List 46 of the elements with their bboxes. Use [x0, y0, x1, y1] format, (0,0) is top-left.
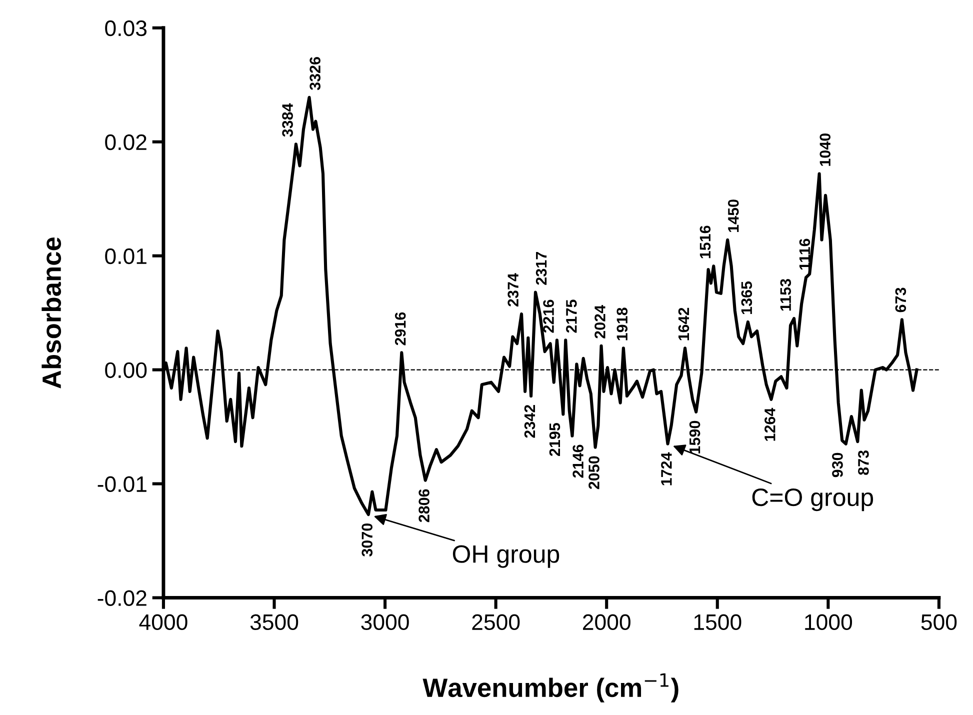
x-tick-label: 3000 — [361, 614, 409, 630]
x-tick-label: 3500 — [250, 614, 298, 630]
annotation: 1153 — [780, 278, 792, 311]
annotation: 1450 — [728, 200, 739, 232]
annotation: 3070 — [362, 523, 373, 557]
annotation: 1040 — [820, 133, 831, 166]
annotation: 1642 — [678, 308, 690, 340]
annotation: 2342 — [524, 404, 536, 438]
annotation: 1724 — [661, 452, 672, 486]
y-axis-title: Absorbance — [42, 237, 62, 388]
annotation: 2916 — [394, 312, 406, 346]
annotation: 2216 — [543, 300, 554, 333]
x-axis-title: Wavenumber (cm$^{−1}$) — [422, 673, 678, 702]
annotation: 1264 — [764, 408, 776, 441]
annotation: 2374 — [508, 273, 519, 306]
annotation: 873 — [858, 450, 869, 475]
x-tick-label: 500 — [921, 614, 957, 630]
annotation: 1516 — [700, 226, 711, 258]
annotation: 2195 — [549, 423, 560, 456]
annotation: C=O group — [752, 488, 874, 512]
x-tick-label: 4000 — [139, 614, 188, 630]
annotation: 673 — [895, 288, 906, 312]
y-tick-label: 0.02 — [105, 134, 146, 150]
y-tick-label: -0.02 — [98, 590, 146, 606]
annotation: 2806 — [418, 489, 430, 522]
annotation: 1918 — [616, 308, 628, 340]
annotation: 2024 — [594, 305, 606, 338]
annotation: 3384 — [282, 103, 293, 137]
annotation: OH group — [452, 545, 560, 568]
annotation: 930 — [832, 452, 843, 478]
y-tick-label: 0.00 — [105, 362, 147, 378]
y-tick-label: -0.01 — [98, 476, 146, 492]
x-tick-label: 2000 — [583, 614, 630, 630]
y-tick-label: 0.01 — [105, 248, 146, 264]
x-tick-label: 2500 — [472, 614, 520, 630]
annotation: 1590 — [689, 420, 700, 454]
x-tick-label: 1000 — [805, 614, 852, 630]
annotation: 3326 — [310, 57, 320, 90]
annotation: 2317 — [536, 252, 547, 285]
annotation: 2146 — [572, 444, 584, 478]
annotation: 1116 — [799, 238, 810, 270]
annotation: 1365 — [741, 281, 752, 314]
x-tick-label: 1500 — [694, 614, 742, 630]
y-tick-label: 0.03 — [105, 20, 147, 36]
annotation: 2050 — [588, 456, 600, 490]
annotation: 2175 — [566, 300, 577, 333]
